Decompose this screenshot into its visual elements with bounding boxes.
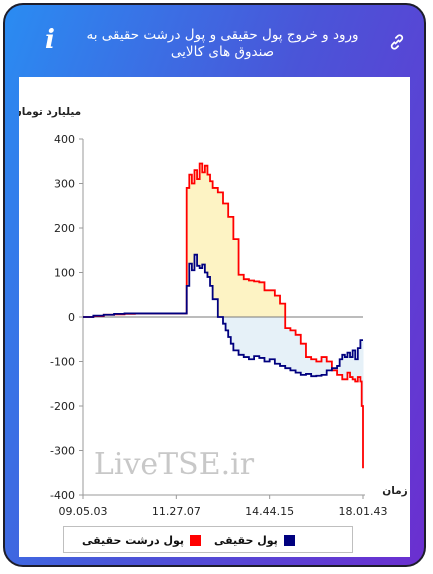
area-fill-below	[228, 317, 232, 338]
area-fill-below	[233, 317, 240, 351]
area-fill-below	[274, 317, 281, 364]
area-fill-below	[311, 359, 317, 377]
x-tick-label: 14.44.15	[245, 505, 294, 518]
area-fill-above	[191, 183, 195, 271]
area-fill-above	[230, 216, 234, 317]
area-fill-above	[254, 281, 260, 317]
area-fill-below	[285, 328, 291, 369]
area-fill-below	[316, 361, 323, 376]
area-fill-below	[223, 317, 227, 324]
area-fill-below	[243, 317, 250, 358]
area-fill-below	[355, 359, 359, 382]
area-fill-below	[230, 317, 234, 344]
area-fill-above	[217, 192, 224, 317]
area-fill-above	[238, 274, 245, 317]
area-fill-below	[352, 350, 356, 380]
area-fill-above	[199, 163, 203, 269]
y-tick-label: 300	[54, 178, 75, 191]
area-fill-below	[290, 330, 297, 371]
x-axis-title: زمان	[382, 485, 407, 497]
area-fill-below	[331, 368, 338, 371]
y-axis-title: میلیارد تومان	[19, 106, 81, 118]
area-fill-above	[264, 290, 271, 317]
area-fill-group	[93, 163, 364, 406]
area-fill-below	[248, 317, 255, 360]
x-tick-label: 09.05.03	[59, 505, 108, 518]
area-fill-above	[202, 172, 206, 265]
legend-label-big-real-money: پول درشت حقیقی	[82, 533, 185, 547]
y-tick-label: -300	[50, 445, 75, 458]
area-fill-above	[248, 280, 255, 317]
y-tick-label: 400	[54, 133, 75, 146]
legend-item-real-money: پول حقیقی	[214, 533, 295, 547]
info-icon[interactable]: i	[45, 25, 55, 55]
area-fill-below	[350, 357, 354, 378]
area-fill-above	[194, 170, 198, 255]
area-fill-above	[274, 295, 281, 317]
chart-panel: 400 300 200 100 0 -100 -200 -300 -400 09.05.03 11.…	[19, 77, 410, 557]
area-fill-below	[225, 317, 229, 331]
series-line-real-money	[83, 253, 363, 378]
card-header: i ورود و خروج پول حقیقی و پول درشت حقیقی…	[5, 5, 424, 75]
area-fill-below	[264, 317, 271, 362]
link-icon[interactable]	[388, 33, 406, 51]
area-fill-above	[228, 216, 232, 317]
area-fill-below	[300, 343, 307, 375]
legend-swatch-big-real-money	[190, 534, 202, 546]
y-tick-label: 100	[54, 267, 75, 280]
area-fill-below	[254, 317, 260, 357]
area-fill-above	[204, 165, 208, 273]
area-fill-below	[238, 317, 245, 355]
y-tick-label: -100	[50, 356, 75, 369]
area-fill-above	[212, 187, 219, 300]
area-fill-below	[326, 361, 333, 371]
chart-svg: 400 300 200 100 0 -100 -200 -300 -400 09.05.03 11.…	[19, 106, 408, 518]
legend-label-real-money: پول حقیقی	[214, 533, 278, 547]
x-tick-label: 18.01.43	[339, 505, 388, 518]
area-fill-above	[186, 187, 190, 286]
area-fill-above	[280, 303, 286, 317]
area-fill-below	[339, 359, 343, 375]
area-fill-below	[347, 352, 351, 373]
area-fill-above	[243, 279, 250, 317]
y-tick-label: 200	[54, 222, 75, 235]
area-fill-below	[295, 334, 302, 373]
area-fill-above	[259, 282, 265, 317]
area-fill-below	[259, 317, 265, 358]
area-fill-below	[321, 357, 328, 375]
x-tick-label: 11.27.07	[152, 505, 201, 518]
area-fill-below	[360, 340, 363, 382]
area-fill-below	[342, 354, 346, 380]
area-fill-above	[207, 174, 211, 277]
area-fill-above	[233, 239, 240, 317]
area-fill-above	[189, 174, 193, 264]
y-tick-label: -400	[50, 489, 75, 502]
area-fill-above	[210, 181, 214, 286]
legend: پول درشت حقیقی پول حقیقی	[63, 526, 353, 553]
chart-card: i ورود و خروج پول حقیقی و پول درشت حقیقی…	[3, 3, 426, 567]
area-fill-below	[337, 365, 341, 375]
area-fill-below	[305, 357, 312, 374]
area-fill-below	[357, 348, 361, 378]
y-tick-label: 0	[68, 311, 75, 324]
area-fill-below	[361, 340, 364, 406]
area-fill-above	[223, 203, 227, 317]
area-fill-above	[197, 179, 201, 266]
area-fill-below	[269, 317, 276, 360]
y-tick-label: -200	[50, 400, 75, 413]
watermark: LiveTSE.ir	[94, 447, 255, 482]
area-fill-below	[280, 317, 286, 366]
area-fill-below	[344, 357, 348, 380]
chart-title: ورود و خروج پول حقیقی و پول درشت حقیقی ب…	[86, 27, 359, 60]
area-fill-above	[269, 290, 276, 317]
area-fill-above	[225, 203, 229, 317]
series-line-big-real-money	[83, 162, 364, 469]
legend-item-big-real-money: پول درشت حقیقی	[82, 533, 202, 547]
legend-swatch-real-money	[283, 534, 295, 546]
